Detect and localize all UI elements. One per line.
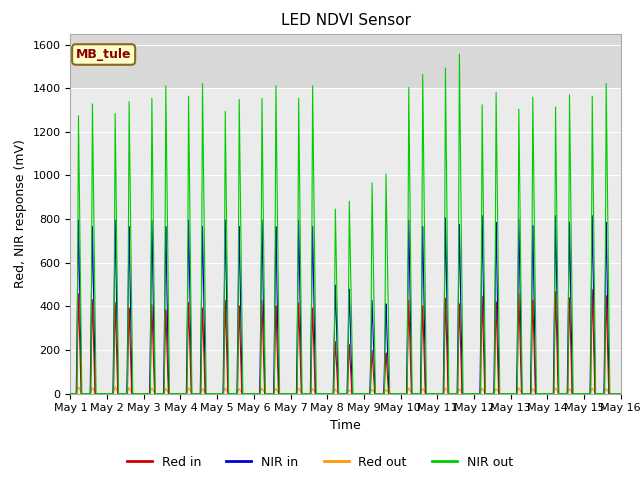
NIR out [67,391,74,396]
NIR out [179,391,186,396]
NIR in [617,391,625,396]
NIR in [273,253,280,259]
NIR out [184,179,192,184]
NIR out [500,391,508,396]
Red out [184,386,192,392]
NIR in [184,250,192,256]
Title: LED NDVI Sensor: LED NDVI Sensor [280,13,411,28]
Bar [70,12,621,88]
Red out [422,390,429,396]
Text: MB_tule: MB_tule [76,48,131,61]
Red out [67,391,74,396]
NIR out [273,127,280,132]
Red out [615,391,623,396]
Red out [75,384,83,390]
NIR in [615,391,623,396]
Red in [500,391,508,396]
Red in [422,391,429,396]
Line: Red in: Red in [70,289,621,394]
Red in [184,320,192,326]
Y-axis label: Red, NIR response (mV): Red, NIR response (mV) [14,139,27,288]
Red in [179,391,186,396]
NIR in [500,391,508,396]
Line: NIR out: NIR out [70,54,621,394]
NIR out [615,391,623,396]
Red in [273,321,280,327]
Line: NIR in: NIR in [70,216,621,394]
Line: Red out: Red out [70,387,621,394]
Legend: Red in, NIR in, Red out, NIR out: Red in, NIR in, Red out, NIR out [122,451,518,474]
Red in [615,391,623,396]
X-axis label: Time: Time [330,419,361,432]
Red in [588,287,596,292]
Red out [179,391,186,396]
NIR in [422,385,429,391]
Red out [617,391,625,396]
NIR out [456,51,463,57]
Red in [67,391,74,396]
NIR in [179,391,186,396]
Red out [273,387,280,393]
NIR out [617,391,625,396]
NIR in [478,213,486,218]
Red in [617,391,625,396]
NIR in [67,391,74,396]
NIR out [422,318,429,324]
Red out [500,391,508,396]
